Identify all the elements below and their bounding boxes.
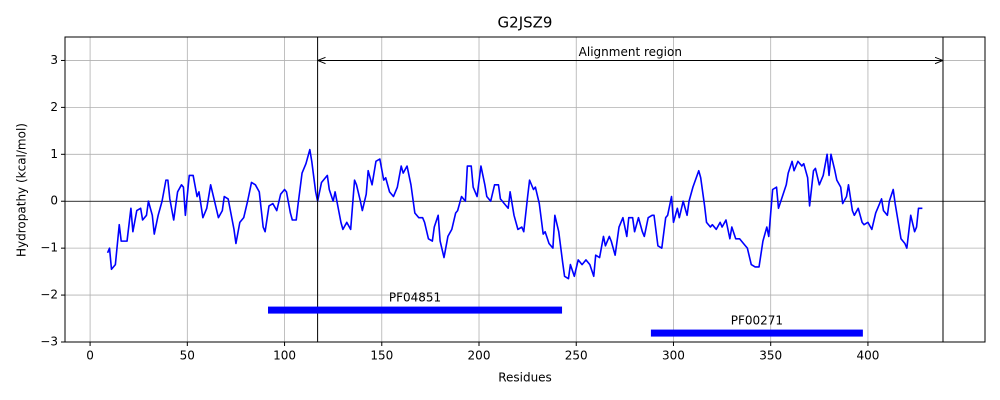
x-tick-label: 50 (180, 349, 195, 363)
region-label: Alignment region (579, 45, 682, 59)
x-tick-label: 200 (468, 349, 491, 363)
y-tick-label: −3 (40, 335, 58, 349)
domain-bar (650, 329, 863, 337)
domain-label: PF00271 (731, 314, 783, 328)
x-tick-label: 150 (370, 349, 393, 363)
x-axis-label: Residues (498, 371, 552, 385)
x-tick-label: 100 (273, 349, 296, 363)
hydropathy-line (106, 148, 923, 280)
y-tick-label: −1 (40, 241, 58, 255)
plot-frame (64, 36, 986, 343)
y-tick-label: 3 (50, 53, 58, 67)
domain-label: PF04851 (389, 291, 441, 305)
y-tick-label: −2 (40, 288, 58, 302)
chart-title: G2JSZ9 (498, 14, 553, 32)
y-tick-label: 2 (50, 100, 58, 114)
x-tick-label: 0 (86, 349, 94, 363)
domain-bar (268, 306, 563, 314)
x-tick-label: 250 (565, 349, 588, 363)
y-tick-label: 0 (50, 194, 58, 208)
x-tick-label: 300 (662, 349, 685, 363)
y-tick-label: 1 (50, 147, 58, 161)
x-tick-label: 350 (759, 349, 782, 363)
y-axis-label: Hydropathy (kcal/mol) (15, 123, 29, 257)
x-tick-label: 400 (856, 349, 879, 363)
